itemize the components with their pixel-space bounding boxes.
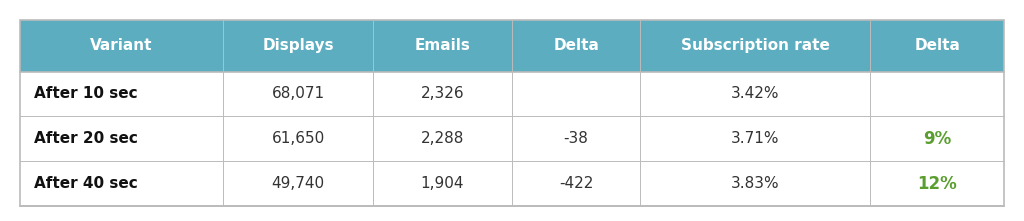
Text: Variant: Variant [90, 38, 153, 53]
Text: 3.42%: 3.42% [731, 86, 779, 101]
Text: Delta: Delta [914, 38, 961, 53]
Text: 2,326: 2,326 [421, 86, 464, 101]
Bar [20, 72, 1004, 116]
Text: 68,071: 68,071 [271, 86, 325, 101]
Text: 3.71%: 3.71% [731, 131, 779, 146]
Text: 3.83%: 3.83% [731, 176, 779, 191]
Text: 1,904: 1,904 [421, 176, 464, 191]
Text: -38: -38 [564, 131, 589, 146]
Bar [20, 161, 1004, 206]
Text: 2,288: 2,288 [421, 131, 464, 146]
Text: 9%: 9% [923, 130, 951, 148]
Text: Delta: Delta [553, 38, 599, 53]
Text: 49,740: 49,740 [271, 176, 325, 191]
Text: -422: -422 [559, 176, 593, 191]
Text: Displays: Displays [262, 38, 334, 53]
Bar [20, 116, 1004, 161]
Text: After 20 sec: After 20 sec [34, 131, 138, 146]
Text: 12%: 12% [918, 175, 957, 192]
Text: Emails: Emails [415, 38, 470, 53]
Text: 61,650: 61,650 [271, 131, 325, 146]
Bar [20, 20, 1004, 72]
Text: After 10 sec: After 10 sec [34, 86, 138, 101]
Bar [20, 20, 1004, 206]
Text: After 40 sec: After 40 sec [34, 176, 138, 191]
Text: Subscription rate: Subscription rate [681, 38, 829, 53]
